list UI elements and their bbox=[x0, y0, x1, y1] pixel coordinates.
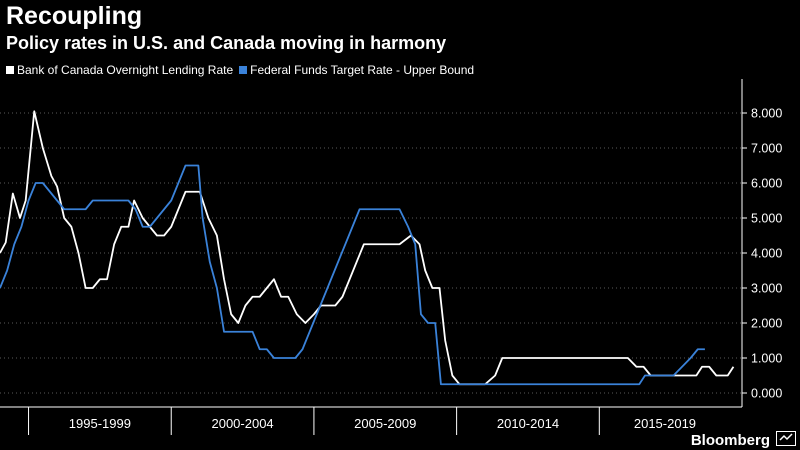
y-tick-label: 2.000 bbox=[751, 317, 782, 331]
y-tick-label: 0.000 bbox=[751, 387, 782, 401]
legend-swatch-us bbox=[239, 66, 248, 74]
legend: Bank of Canada Overnight Lending Rate Fe… bbox=[6, 63, 480, 77]
y-tick-label: 6.000 bbox=[751, 177, 782, 191]
legend-swatch-canada bbox=[6, 66, 14, 74]
bloomberg-terminal-icon bbox=[776, 431, 796, 446]
y-tick-label: 8.000 bbox=[751, 107, 782, 121]
x-period-label: 2000-2004 bbox=[211, 416, 273, 431]
y-tick-label: 3.000 bbox=[751, 282, 782, 296]
source-brand: Bloomberg bbox=[690, 432, 770, 449]
legend-label-canada: Bank of Canada Overnight Lending Rate bbox=[17, 63, 234, 77]
legend-item-us: Federal Funds Target Rate - Upper Bound bbox=[239, 63, 474, 77]
chart-title: Recoupling bbox=[6, 2, 143, 30]
x-period-label: 2015-2019 bbox=[634, 416, 696, 431]
legend-label-us: Federal Funds Target Rate - Upper Bound bbox=[250, 63, 475, 77]
y-tick-label: 5.000 bbox=[751, 212, 782, 226]
x-period-label: 2010-2014 bbox=[497, 416, 559, 431]
y-tick-label: 7.000 bbox=[751, 142, 782, 156]
series-line-us bbox=[0, 164, 705, 386]
series-line-canada bbox=[0, 110, 735, 386]
y-tick-label: 1.000 bbox=[751, 352, 782, 366]
legend-item-canada: Bank of Canada Overnight Lending Rate bbox=[6, 63, 233, 77]
y-tick-label: 4.000 bbox=[751, 247, 782, 261]
chart-subtitle: Policy rates in U.S. and Canada moving i… bbox=[6, 33, 447, 53]
x-period-label: 2005-2009 bbox=[354, 416, 416, 431]
x-period-label: 1995-1999 bbox=[69, 416, 131, 431]
